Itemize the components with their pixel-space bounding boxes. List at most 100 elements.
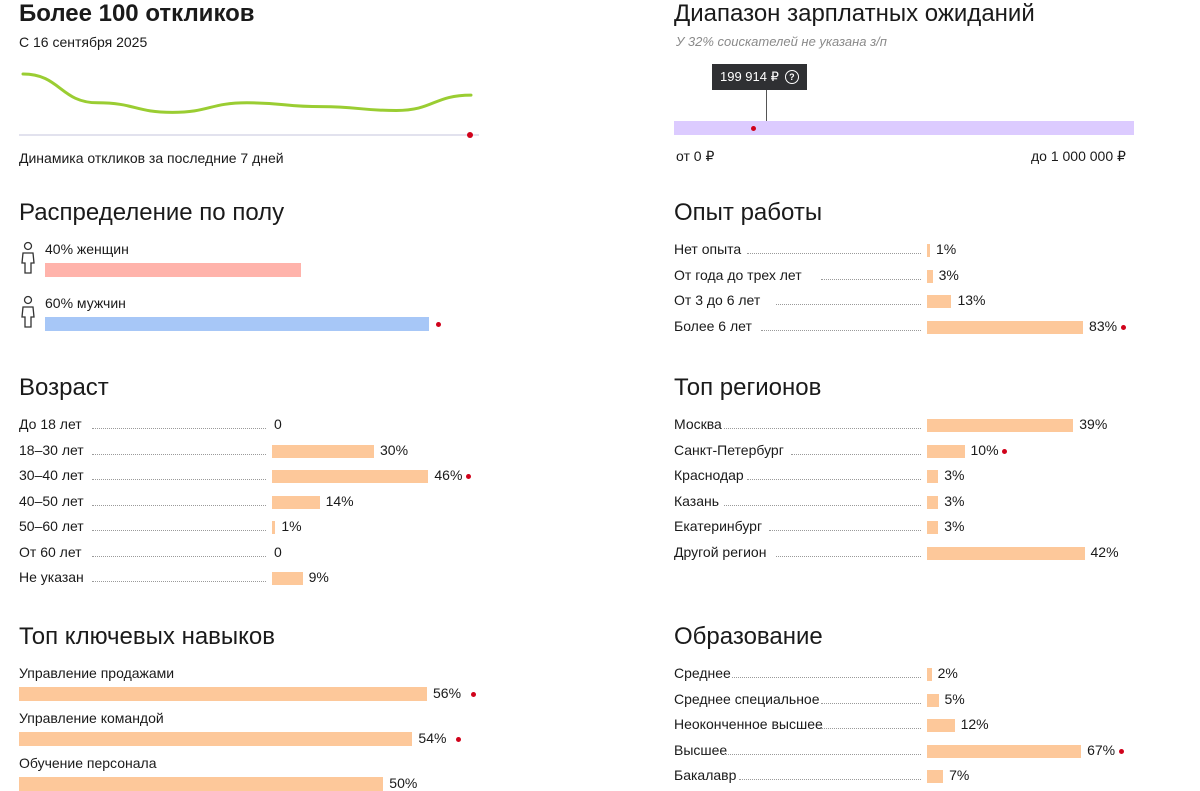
experience-row-leader bbox=[820, 278, 921, 280]
regions-row-bar bbox=[927, 495, 939, 509]
education-row-label: Бакалавр bbox=[674, 767, 737, 783]
age-row-value: 1% bbox=[281, 518, 302, 534]
age-row-value: 46% bbox=[434, 467, 463, 483]
experience-row-leader bbox=[776, 304, 921, 305]
education-row-bar bbox=[927, 719, 955, 732]
age-row-leader bbox=[91, 453, 266, 455]
age-row-label: 50–60 лет bbox=[19, 518, 84, 534]
age-row-leader bbox=[91, 530, 266, 531]
responses-sparkline bbox=[19, 72, 479, 138]
education-row-bar bbox=[927, 770, 944, 783]
education-row-leader bbox=[731, 677, 921, 678]
education-row-value: 12% bbox=[960, 716, 989, 732]
regions-row-label: Москва bbox=[674, 416, 722, 432]
age-row-label: От 60 лет bbox=[19, 543, 82, 560]
regions-row-marker bbox=[1002, 448, 1007, 454]
age-row-bar bbox=[272, 572, 303, 585]
question-circle-icon[interactable]: ? bbox=[784, 70, 799, 84]
education-row-bar bbox=[927, 693, 939, 707]
age-row-leader bbox=[91, 504, 266, 506]
experience-row-label: Более 6 лет bbox=[674, 317, 752, 334]
education-row-leader bbox=[820, 728, 921, 729]
skills-row-marker bbox=[471, 692, 476, 697]
gender-row-label: 60% мужчин bbox=[45, 295, 126, 311]
age-row-bar bbox=[272, 495, 320, 509]
regions-row-bar bbox=[927, 546, 1085, 560]
experience-row-label: От года до трех лет bbox=[674, 266, 802, 283]
experience-row-value: 3% bbox=[938, 266, 959, 283]
experience-title: Опыт работы bbox=[674, 199, 823, 226]
sparkline-line bbox=[21, 72, 473, 114]
regions-row-bar bbox=[927, 419, 1074, 432]
age-row-bar bbox=[272, 444, 374, 458]
skills-title: Топ ключевых навыков bbox=[19, 623, 276, 650]
education-row-marker bbox=[1118, 748, 1124, 754]
person-icon bbox=[19, 241, 37, 275]
age-row-label: Не указан bbox=[19, 569, 84, 585]
responses-title: Более 100 откликов bbox=[19, 0, 255, 27]
experience-row-value: 13% bbox=[957, 292, 986, 308]
responses-caption: Динамика откликов за последние 7 дней bbox=[19, 150, 284, 166]
age-row-value: 0 bbox=[274, 416, 282, 432]
skills-row-bar bbox=[19, 777, 384, 791]
regions-row-value: 42% bbox=[1090, 543, 1119, 560]
experience-row-marker bbox=[1120, 324, 1126, 330]
age-row-label: 40–50 лет bbox=[19, 492, 84, 509]
skills-row-value: 50% bbox=[389, 775, 418, 791]
regions-row-label: Другой регион bbox=[674, 543, 767, 560]
regions-row-value: 10% bbox=[970, 441, 999, 458]
regions-row-leader bbox=[776, 555, 921, 557]
salary-tooltip-value: 199 914 ₽ bbox=[720, 69, 779, 84]
salary-title: Диапазон зарплатных ожиданий bbox=[674, 0, 1035, 27]
salary-tooltip: 199 914 ₽ ? bbox=[712, 64, 807, 90]
gender-row-bar bbox=[45, 317, 429, 331]
regions-row-label: Краснодар bbox=[674, 467, 744, 483]
education-row-label: Неоконченное высшее bbox=[674, 716, 823, 732]
sparkline-marker bbox=[467, 132, 473, 138]
skills-row-label: Управление командой bbox=[19, 710, 164, 726]
regions-row-value: 3% bbox=[944, 518, 965, 534]
regions-row-leader bbox=[768, 530, 921, 531]
regions-row-leader bbox=[724, 428, 921, 429]
age-row-label: До 18 лет bbox=[19, 416, 82, 432]
regions-row-value: 3% bbox=[944, 492, 965, 509]
regions-row-leader bbox=[724, 504, 921, 506]
regions-row-bar bbox=[927, 470, 939, 483]
skills-row-label: Управление продажами bbox=[19, 665, 175, 681]
education-row-leader bbox=[820, 702, 921, 704]
skills-row-value: 54% bbox=[418, 730, 447, 746]
education-row-value: 7% bbox=[949, 767, 970, 783]
skills-row-label: Обучение персонала bbox=[19, 755, 157, 771]
experience-row-leader bbox=[746, 253, 921, 254]
education-row-label: Высшее bbox=[674, 741, 728, 758]
age-row-leader bbox=[91, 428, 266, 429]
education-row-leader bbox=[724, 753, 921, 755]
salary-pointer-line bbox=[766, 90, 767, 132]
skills-row-marker bbox=[456, 737, 462, 742]
regions-row-label: Санкт-Петербург bbox=[674, 441, 784, 458]
experience-row-bar bbox=[927, 320, 1084, 334]
age-row-marker bbox=[465, 474, 471, 479]
experience-row-bar bbox=[927, 269, 933, 283]
salary-track bbox=[674, 121, 1134, 135]
salary-min-label: от 0 ₽ bbox=[676, 148, 715, 164]
age-row-value: 9% bbox=[308, 569, 329, 585]
education-row-value: 67% bbox=[1087, 741, 1116, 758]
regions-row-bar bbox=[927, 444, 965, 458]
age-row-label: 18–30 лет bbox=[19, 441, 84, 458]
education-row-label: Среднее специальное bbox=[674, 690, 820, 707]
skills-row-value: 56% bbox=[433, 685, 462, 701]
experience-row-bar bbox=[927, 244, 930, 257]
regions-row-leader bbox=[746, 479, 921, 480]
regions-row-leader bbox=[791, 453, 921, 455]
gender-title: Распределение по полу bbox=[19, 199, 285, 226]
regions-row-bar bbox=[927, 521, 939, 534]
gender-row-marker bbox=[436, 322, 441, 327]
education-row-value: 5% bbox=[944, 690, 965, 707]
skills-row-bar bbox=[19, 687, 427, 701]
gender-row-bar bbox=[45, 263, 301, 277]
experience-row-label: От 3 до 6 лет bbox=[674, 292, 761, 308]
age-row-leader bbox=[91, 555, 266, 557]
age-row-leader bbox=[91, 581, 266, 582]
regions-row-value: 39% bbox=[1079, 416, 1108, 432]
